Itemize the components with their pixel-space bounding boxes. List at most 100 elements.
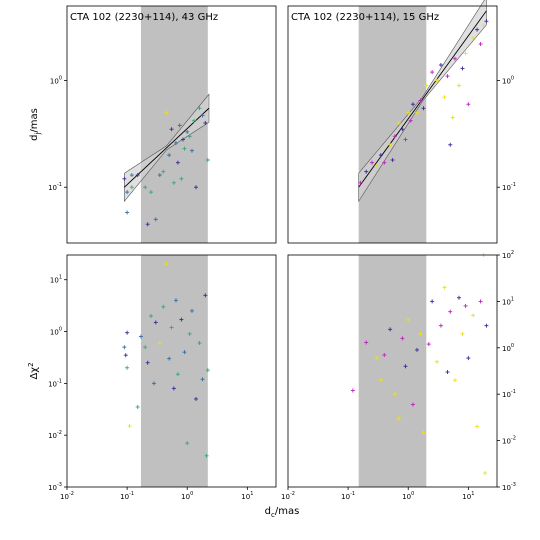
- data-point: [182, 146, 187, 151]
- data-point: [205, 368, 210, 373]
- data-point: [203, 121, 208, 126]
- data-point: [125, 190, 130, 195]
- data-point: [197, 106, 202, 111]
- data-point: [445, 370, 450, 375]
- data-point: [138, 334, 143, 339]
- data-point: [396, 121, 401, 126]
- x-tick-label: 100: [402, 491, 414, 501]
- shaded-region: [358, 6, 427, 243]
- data-point: [463, 303, 468, 308]
- y-tick-label: 100: [502, 76, 514, 86]
- data-point: [153, 320, 158, 325]
- data-point: [445, 74, 450, 79]
- data-point: [200, 113, 205, 118]
- data-point: [400, 127, 405, 132]
- data-point: [173, 298, 178, 303]
- shaded-region: [140, 255, 208, 487]
- data-point: [161, 169, 166, 174]
- data-point: [388, 327, 393, 332]
- data-point: [406, 317, 411, 322]
- y-tick-label: 101: [502, 296, 514, 306]
- plot-frame: [287, 254, 498, 488]
- data-point: [187, 134, 192, 139]
- data-point: [483, 471, 488, 476]
- y-tick-label: 100: [502, 343, 514, 353]
- data-point: [358, 180, 363, 185]
- data-point: [388, 142, 393, 147]
- y-tick-label: 100: [50, 76, 62, 86]
- data-point: [406, 110, 411, 115]
- fit-line: [124, 107, 210, 188]
- data-point: [460, 331, 465, 336]
- y-tick-label: 10-3: [48, 482, 62, 492]
- data-point: [457, 83, 462, 88]
- y-axis-label: Δχ2: [27, 362, 40, 379]
- data-point: [448, 309, 453, 314]
- y-axis-label: dj/mas: [29, 108, 42, 141]
- data-point: [484, 323, 489, 328]
- data-point: [434, 359, 439, 364]
- data-point: [123, 353, 128, 358]
- shaded-region: [358, 255, 427, 487]
- data-point: [179, 317, 184, 322]
- data-point: [421, 106, 426, 111]
- data-point: [370, 160, 375, 165]
- x-tick-label: 10-1: [341, 491, 355, 501]
- data-point: [438, 62, 443, 67]
- data-point: [167, 153, 172, 158]
- data-point: [390, 157, 395, 162]
- data-point: [164, 110, 169, 115]
- y-tick-label: 10-1: [502, 389, 516, 399]
- data-point: [460, 66, 465, 71]
- panel-top-right: 10-1 100 CTA 102 (2230+114), 15 GHz: [287, 0, 516, 244]
- data-point: [143, 345, 148, 350]
- data-point: [475, 27, 480, 32]
- data-point: [396, 416, 401, 421]
- data-point: [189, 148, 194, 153]
- data-point: [193, 396, 198, 401]
- data-point: [149, 190, 154, 195]
- data-point: [434, 78, 439, 83]
- data-point: [466, 102, 471, 107]
- data-point: [466, 356, 471, 361]
- data-point: [392, 134, 397, 139]
- y-tick-label: 10-1: [502, 182, 516, 192]
- data-point: [400, 336, 405, 341]
- data-point: [418, 98, 423, 103]
- data-point: [171, 386, 176, 391]
- data-point: [180, 137, 185, 142]
- plot-frame: [287, 5, 498, 244]
- data-point: [452, 56, 457, 61]
- data-point: [414, 110, 419, 115]
- y-tick-label: 10-2: [48, 430, 62, 440]
- y-tick-label: 10-1: [48, 378, 62, 388]
- data-point: [169, 127, 174, 132]
- data-point: [448, 142, 453, 147]
- panel-title: CTA 102 (2230+114), 43 GHz: [70, 12, 218, 23]
- data-point: [438, 323, 443, 328]
- data-point: [421, 430, 426, 435]
- data-point: [143, 185, 148, 190]
- data-point: [125, 365, 130, 370]
- data-point: [364, 169, 369, 174]
- data-point: [135, 173, 140, 178]
- panel-top-left: 10-1 100 CTA 102 (2230+114), 43 GHz dj/mas: [29, 5, 277, 244]
- data-point: [175, 160, 180, 165]
- data-point: [403, 137, 408, 142]
- data-point: [378, 153, 383, 158]
- data-point: [179, 176, 184, 181]
- data-point: [471, 313, 476, 318]
- data-point: [410, 102, 415, 107]
- data-point: [122, 176, 127, 181]
- data-point: [364, 340, 369, 345]
- data-point: [392, 392, 397, 397]
- data-point: [481, 23, 486, 28]
- data-point: [374, 163, 379, 168]
- data-point: [153, 217, 158, 222]
- data-point: [382, 352, 387, 357]
- data-point: [157, 173, 162, 178]
- data-point: [457, 295, 462, 300]
- data-point: [185, 441, 190, 446]
- panel-bottom-right: 10-3 10-2 10-1 100 101 102 10-2 10-1 100 101: [281, 250, 516, 501]
- data-point: [145, 222, 150, 227]
